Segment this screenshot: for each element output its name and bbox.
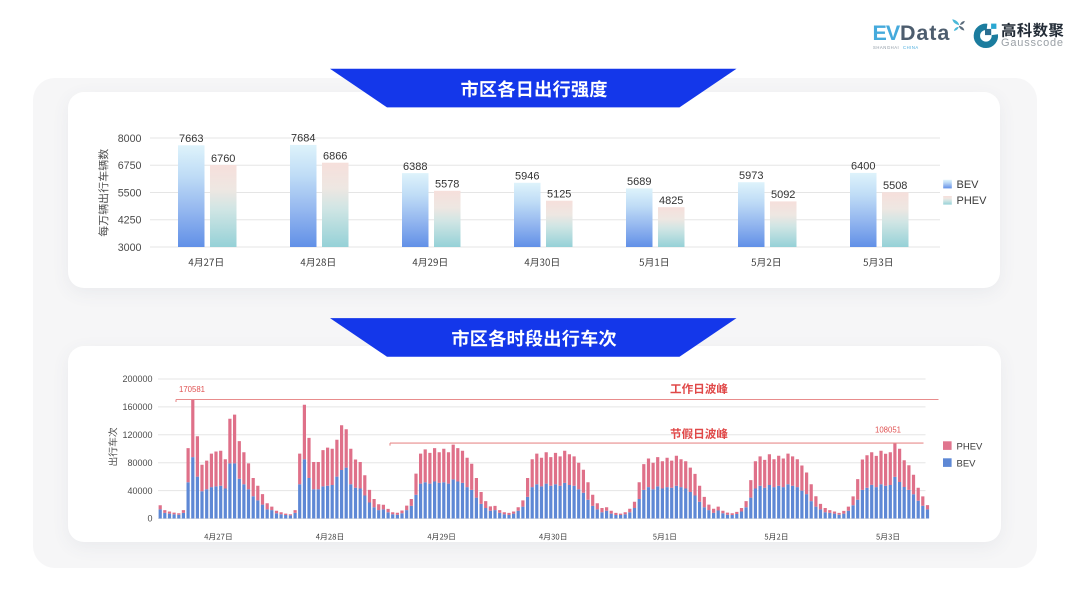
svg-text:PHEV: PHEV (957, 195, 988, 207)
svg-text:7663: 7663 (179, 133, 203, 145)
svg-text:6866: 6866 (323, 151, 347, 163)
svg-text:6760: 6760 (211, 153, 235, 165)
svg-text:170581: 170581 (179, 385, 205, 394)
svg-text:7684: 7684 (291, 133, 315, 145)
svg-text:200000: 200000 (122, 374, 152, 384)
svg-text:4250: 4250 (118, 215, 142, 227)
svg-text:Gausscode: Gausscode (1001, 37, 1064, 49)
svg-text:SHANGHAI: SHANGHAI (873, 45, 899, 50)
svg-text:5689: 5689 (627, 176, 651, 188)
svg-text:5578: 5578 (435, 179, 459, 191)
svg-text:120000: 120000 (122, 430, 152, 440)
svg-text:BEV: BEV (957, 459, 977, 470)
svg-text:EV: EV (873, 21, 901, 45)
svg-text:6400: 6400 (851, 161, 875, 173)
svg-text:6388: 6388 (403, 161, 427, 173)
svg-text:5508: 5508 (883, 180, 907, 192)
svg-text:108051: 108051 (875, 426, 901, 435)
svg-text:Data: Data (900, 21, 950, 45)
svg-text:5973: 5973 (739, 170, 763, 182)
svg-text:BEV: BEV (957, 179, 980, 191)
svg-text:160000: 160000 (122, 402, 152, 412)
svg-text:PHEV: PHEV (957, 442, 984, 453)
svg-text:0: 0 (147, 514, 152, 524)
svg-text:5125: 5125 (547, 189, 571, 201)
svg-text:5946: 5946 (515, 171, 539, 183)
svg-text:40000: 40000 (127, 486, 152, 496)
svg-text:CHINA: CHINA (903, 45, 919, 50)
svg-text:5500: 5500 (118, 187, 142, 199)
svg-text:6750: 6750 (118, 160, 142, 172)
svg-text:3000: 3000 (118, 242, 142, 254)
svg-text:5092: 5092 (771, 189, 795, 201)
svg-text:8000: 8000 (118, 133, 142, 145)
svg-text:80000: 80000 (127, 458, 152, 468)
svg-text:4825: 4825 (659, 195, 683, 207)
